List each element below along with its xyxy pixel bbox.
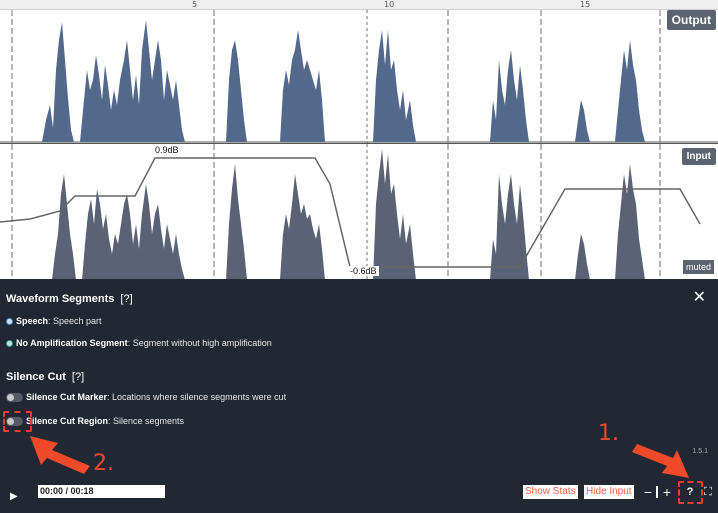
version-text: 1.5.1	[692, 448, 708, 455]
speech-label: Speech	[16, 316, 49, 326]
close-icon[interactable]: ✕	[692, 289, 706, 306]
legend-help-panel: ✕ Waveform Segments [?] Speech: Speech pa…	[0, 279, 718, 485]
ruler-tick-15: 15	[580, 0, 591, 9]
silence-cut-title: Silence Cut [?]	[6, 371, 84, 383]
player-controls: ▶ 00:00 / 00:18 Show Stats Hide Input − …	[0, 485, 718, 513]
silence-region-toggle[interactable]	[6, 416, 23, 426]
zoom-out-button[interactable]: −	[643, 484, 653, 500]
waveform-segments-title: Waveform Segments [?]	[6, 293, 133, 305]
help-button-highlight	[678, 481, 703, 504]
help-button[interactable]: ?	[686, 486, 694, 498]
annotation-step-1: 1.	[598, 421, 619, 446]
speech-dot-icon	[6, 317, 13, 325]
gain-high-label: 0.9dB	[153, 145, 181, 155]
region-label: Silence Cut Region	[26, 416, 109, 426]
no-amplification-dot-icon	[6, 339, 13, 347]
zoom-divider	[656, 486, 658, 498]
output-track-label: Output	[666, 10, 716, 30]
muted-label: muted	[682, 260, 714, 274]
region-toggle-highlight	[3, 411, 32, 432]
time-ruler: 5 10 15	[0, 0, 718, 10]
annotation-step-2: 2.	[93, 451, 114, 476]
legend-silence-region: Silence Cut Region: Silence segments	[6, 416, 184, 426]
legend-no-amplification: No Amplification Segment: Segment withou…	[6, 338, 272, 348]
ruler-tick-10: 10	[384, 0, 395, 9]
legend-speech: Speech: Speech part	[6, 316, 102, 326]
waveform-segments-heading: Waveform Segments	[6, 293, 115, 305]
fullscreen-icon[interactable]: ⛶	[704, 486, 712, 498]
silence-marker-toggle[interactable]	[6, 392, 23, 402]
region-desc: : Silence segments	[108, 416, 185, 426]
input-track-label: Input	[681, 148, 716, 165]
hide-input-button[interactable]: Hide Input	[584, 485, 634, 499]
speech-desc: : Speech part	[48, 316, 102, 326]
gain-low-label: -0.6dB	[348, 266, 379, 276]
silence-help-link[interactable]: [?]	[71, 371, 85, 383]
zoom-in-button[interactable]: +	[662, 484, 672, 500]
output-waveform	[0, 10, 718, 143]
input-waveform	[0, 144, 718, 280]
output-waveform-track[interactable]: Output	[0, 10, 718, 143]
noamp-label: No Amplification Segment	[16, 338, 128, 348]
show-stats-button[interactable]: Show Stats	[523, 485, 578, 499]
marker-label: Silence Cut Marker	[26, 392, 108, 402]
time-display: 00:00 / 00:18	[38, 485, 165, 498]
marker-desc: : Locations where silence segments were …	[107, 392, 287, 402]
silence-cut-heading: Silence Cut	[6, 371, 66, 383]
waveform-help-link[interactable]: [?]	[120, 293, 133, 305]
input-waveform-track[interactable]: Input 0.9dB -0.6dB muted	[0, 143, 718, 280]
ruler-tick-5: 5	[192, 0, 198, 9]
noamp-desc: : Segment without high amplification	[127, 338, 272, 348]
legend-silence-marker: Silence Cut Marker: Locations where sile…	[6, 392, 286, 402]
play-button[interactable]: ▶	[10, 491, 18, 502]
